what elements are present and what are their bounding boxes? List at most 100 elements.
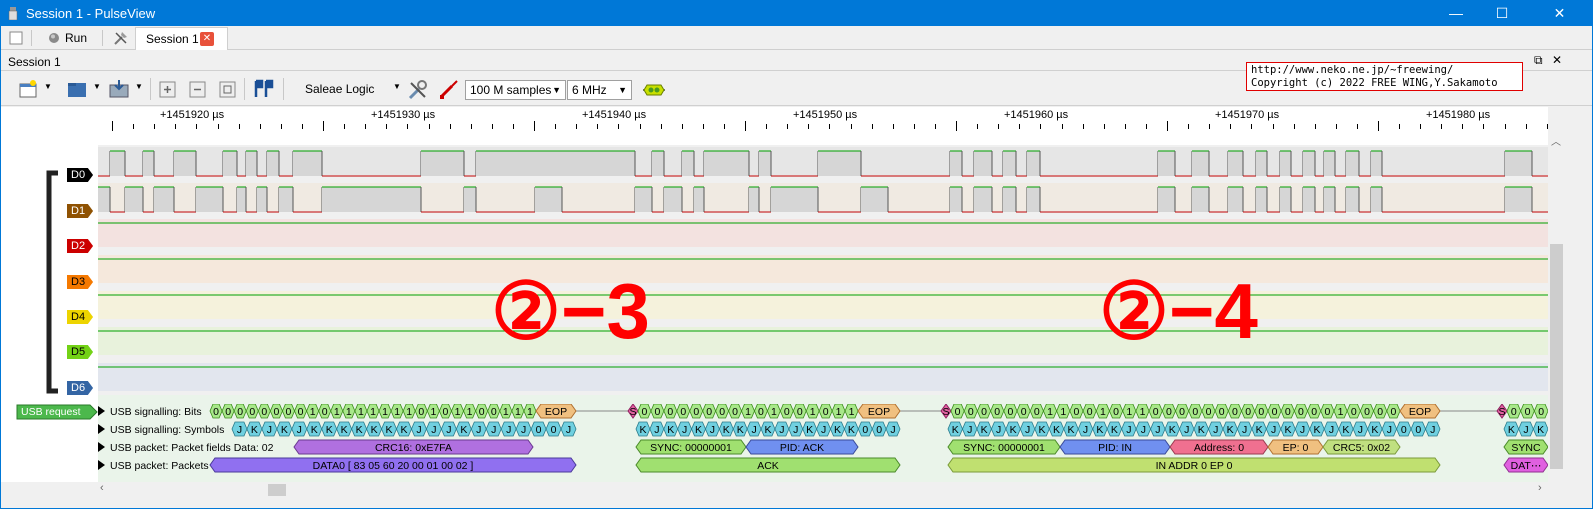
high-region — [1505, 187, 1532, 212]
ruler-minor-tick — [914, 124, 915, 129]
bits-segment-c-cell — [1188, 404, 1203, 419]
channel-lane — [98, 363, 1548, 391]
tools-icon[interactable] — [113, 30, 129, 46]
bits-segment-c-cell — [1359, 404, 1375, 419]
symbols-segment-a-cell-label: K — [251, 424, 258, 436]
new-session-dropdown-icon[interactable]: ▼ — [44, 82, 52, 91]
cursor-icon[interactable] — [253, 79, 275, 99]
high-region — [237, 187, 246, 212]
channel-label-d6[interactable]: D6 — [67, 381, 94, 395]
ruler-minor-tick — [703, 124, 704, 129]
bits-segment-a-cell-label: 1 — [370, 406, 376, 418]
row-expand-icon — [98, 442, 105, 452]
pid-in-label-shape — [1059, 439, 1171, 455]
bits-segment-c-cell-label: 1 — [1126, 406, 1132, 418]
run-icon[interactable] — [48, 32, 60, 44]
save-icon[interactable] — [108, 79, 130, 99]
maximize-button[interactable]: ☐ — [1495, 5, 1509, 21]
high-region — [174, 151, 196, 176]
high-region — [1371, 151, 1382, 176]
symbols-segment-b-cell — [705, 421, 720, 437]
bits-segment-d-cell — [1520, 404, 1535, 419]
high-region — [293, 151, 322, 176]
run-button[interactable]: Run — [65, 31, 88, 45]
device-selector[interactable]: Saleae Logic — [305, 82, 375, 96]
bits-segment-c-cell — [1135, 404, 1150, 419]
ruler-minor-tick — [618, 124, 619, 129]
device-settings-icon[interactable] — [407, 79, 429, 101]
high-region — [818, 151, 861, 176]
scroll-left-icon[interactable]: ‹ — [100, 482, 104, 494]
session-close-icon[interactable]: ✕ — [1552, 53, 1563, 67]
session-tab-close-icon[interactable]: ✕ — [200, 32, 214, 46]
bits-segment-c-cell-label: 0 — [1087, 406, 1093, 418]
bits-segment-a-cell — [330, 404, 344, 419]
symbols-segment-a-cell-label: K — [356, 424, 363, 436]
minimize-button[interactable]: — — [1449, 5, 1463, 21]
s-marker: S — [629, 406, 636, 418]
device-dropdown-icon[interactable]: ▼ — [393, 82, 401, 91]
symbols-segment-c-cell — [1019, 421, 1036, 437]
copyright-box: http://www.neko.ne.jp/~freewing/ Copyrig… — [1246, 62, 1523, 91]
channel-label-d1[interactable]: D1 — [67, 204, 94, 218]
bits-segment-a-cell — [451, 404, 464, 419]
symbols-segment-b-cell — [649, 421, 665, 437]
sample-count-select[interactable]: 100 M samples ▼ — [465, 80, 566, 100]
data-tail-label: DAT⋯ — [1511, 460, 1542, 472]
new-view-icon[interactable] — [9, 31, 23, 45]
vertical-scrollbar[interactable]: ︿ — [1548, 107, 1565, 482]
bits-segment-c-cell — [1254, 404, 1269, 419]
channel-label-d5[interactable]: D5 — [67, 345, 94, 359]
decoder-row-label: USB signalling: Symbols — [110, 424, 224, 436]
symbols-segment-b-cell-label: K — [695, 424, 702, 436]
symbols-segment-c-cell-label: K — [1096, 424, 1103, 436]
decoder-icon[interactable] — [642, 82, 666, 98]
bits-segment-b-cell-label: 0 — [797, 406, 803, 418]
horizontal-scroll-thumb[interactable] — [268, 484, 286, 496]
crc16-label: CRC16: 0xE7FA — [375, 442, 452, 454]
zoom-out-icon[interactable] — [189, 81, 206, 98]
symbols-segment-a-cell — [306, 421, 323, 437]
tab-session-1[interactable]: Session 1 ✕ — [135, 27, 228, 50]
bits-segment-b-cell — [805, 404, 820, 419]
bits-segment-c-cell-label: 0 — [1377, 406, 1383, 418]
open-dropdown-icon[interactable]: ▼ — [93, 82, 101, 91]
float-icon[interactable]: ⧉ — [1534, 53, 1543, 67]
annotation-step-4: ②−4 — [1099, 267, 1258, 355]
symbols-segment-b-cell-label: J — [779, 424, 784, 436]
trace-canvas — [98, 147, 1548, 482]
bits-segment-c-cell-label: 0 — [1232, 406, 1238, 418]
scroll-right-icon[interactable]: › — [1538, 482, 1542, 494]
high-region — [1256, 187, 1267, 212]
scroll-up-icon[interactable]: ︿ — [1551, 137, 1561, 148]
symbols-segment-b-cell — [718, 421, 734, 437]
symbols-segment-c-cell-label: K — [1285, 424, 1292, 436]
vertical-scroll-thumb[interactable] — [1550, 244, 1563, 469]
ruler-minor-tick — [808, 124, 809, 129]
ruler-minor-tick — [597, 124, 598, 129]
symbols-segment-c-cell-label: J — [1329, 424, 1334, 436]
close-button[interactable]: ✕ — [1553, 5, 1566, 21]
channel-label-d4[interactable]: D4 — [67, 310, 94, 324]
channel-label-d3[interactable]: D3 — [67, 275, 94, 289]
ack-packet-label-shape — [635, 457, 901, 473]
high-region — [1158, 151, 1175, 176]
zoom-fit-icon[interactable] — [219, 81, 236, 98]
symbols-segment-a-cell-label: K — [311, 424, 318, 436]
title-bar: Session 1 - PulseView — ☐ ✕ — [1, 1, 1592, 26]
zoom-in-icon[interactable] — [159, 81, 176, 98]
channel-label-d2[interactable]: D2 — [67, 239, 94, 253]
row-expand-icon — [98, 460, 105, 470]
new-session-icon[interactable] — [18, 79, 38, 99]
bits-segment-a-cell — [366, 404, 380, 419]
save-dropdown-icon[interactable]: ▼ — [135, 82, 143, 91]
symbols-segment-b-cell-label: J — [654, 424, 659, 436]
channel-label-d0[interactable]: D0 — [67, 168, 94, 182]
open-icon[interactable] — [67, 79, 87, 99]
decoder-tag-label[interactable]: USB request — [21, 406, 81, 418]
probe-icon[interactable] — [438, 78, 460, 100]
samplerate-select[interactable]: 6 MHz ▼ — [567, 80, 632, 100]
horizontal-scrollbar[interactable]: ‹ › — [98, 482, 1548, 498]
symbols-segment-a-cell — [515, 421, 532, 437]
high-region — [125, 187, 143, 212]
